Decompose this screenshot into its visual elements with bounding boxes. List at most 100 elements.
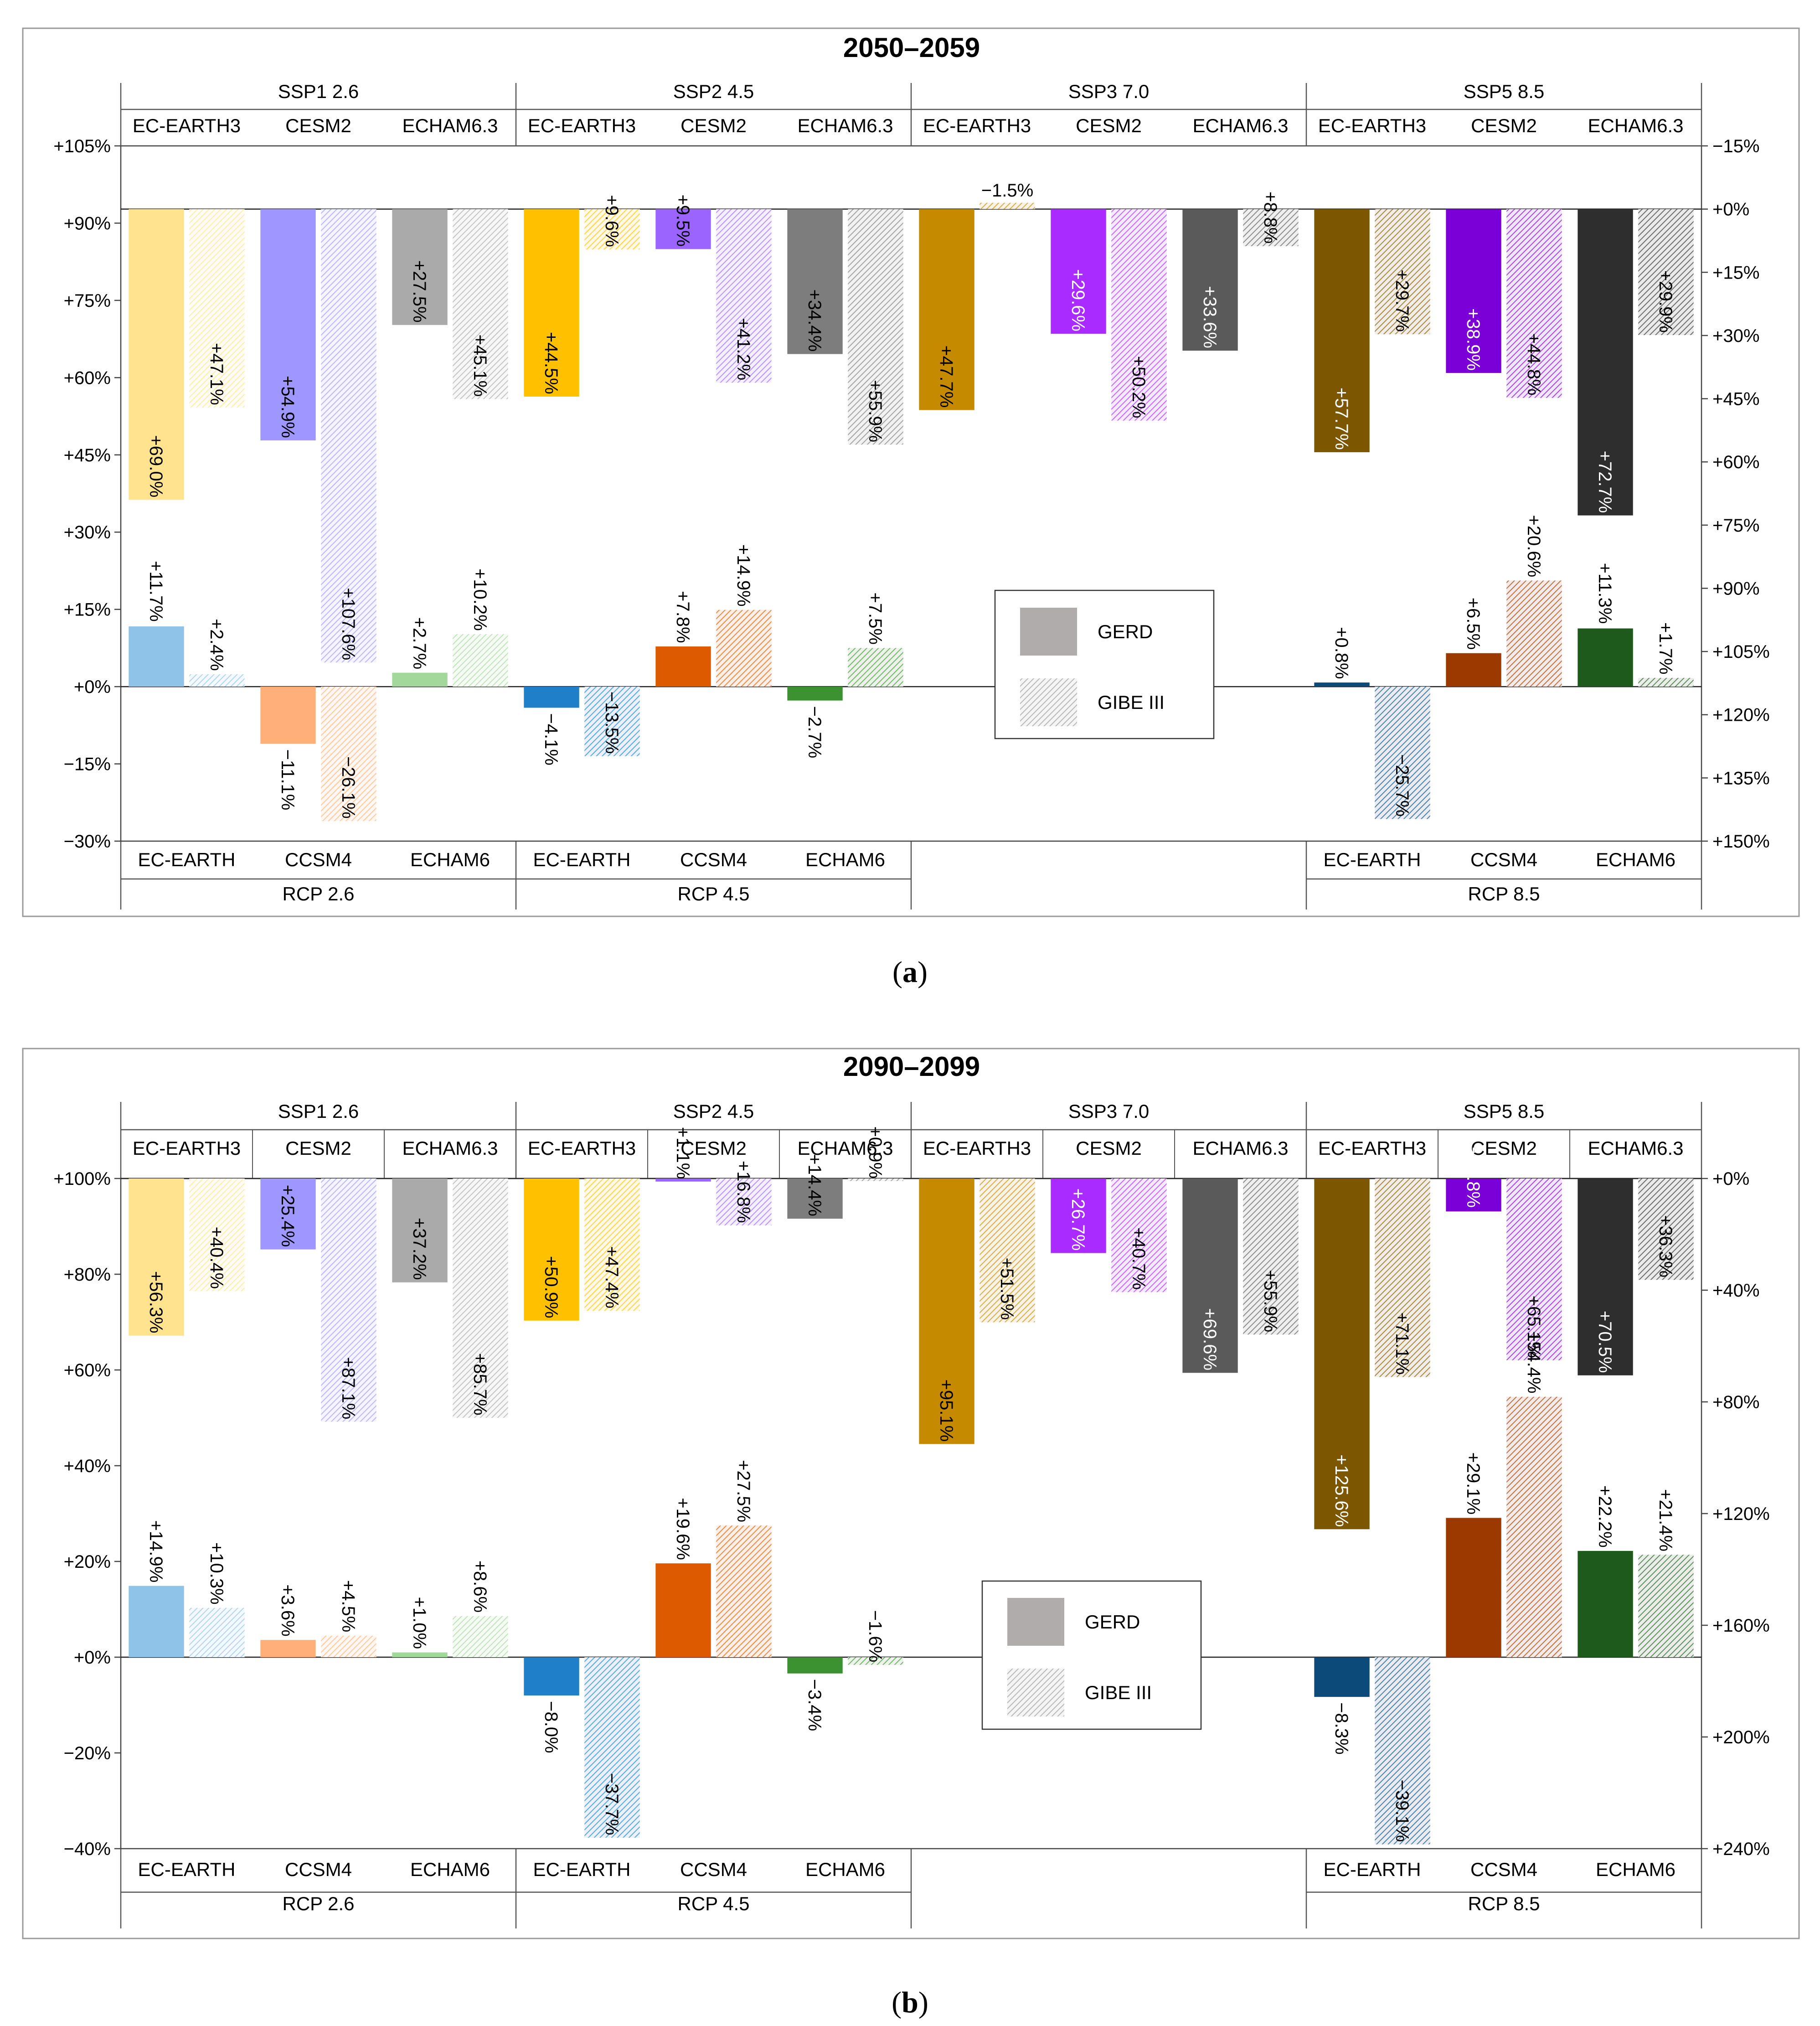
gerd-cmip6-bar — [655, 1178, 711, 1182]
bar-value-label: −4.1% — [541, 713, 561, 765]
legend: GERD GIBE III — [994, 589, 1215, 739]
legend-gibe-swatch — [1007, 1669, 1064, 1716]
bar-value-label: +4.5% — [338, 1580, 358, 1633]
right-tick-label: +30% — [1712, 326, 1759, 346]
gibe-cmip6-bar — [189, 1178, 245, 1292]
gibe-cmip6-bar — [980, 202, 1035, 209]
left-tick-label: +20% — [64, 1552, 111, 1572]
left-tick-label: +100% — [53, 1169, 111, 1189]
bar-value-label: +56.3% — [146, 1271, 166, 1333]
gerd-cmip6-bar — [1182, 209, 1238, 351]
bar-value-label: +71.1% — [1392, 1312, 1412, 1375]
left-tick-label: +0% — [74, 677, 111, 697]
gibe-cmip5-bar — [848, 1657, 903, 1665]
bar-value-label: +8.6% — [470, 1561, 490, 1613]
bar-value-label: +9.5% — [673, 194, 693, 247]
cmip5-model-label: EC-EARTH — [138, 849, 236, 870]
bar-value-label: +3.6% — [278, 1584, 298, 1637]
bar-value-label: +70.5% — [1595, 1311, 1615, 1373]
bar-value-label: +50.2% — [1129, 356, 1149, 419]
cmip6-model-label: CESM2 — [681, 115, 747, 136]
bar-value-label: +0.9% — [865, 1127, 885, 1179]
bar-value-label: +54.9% — [278, 376, 298, 438]
bar-value-label: −1.6% — [865, 1610, 885, 1663]
bar-value-label: +125.6% — [1331, 1454, 1351, 1527]
gibe-cmip5-bar — [716, 610, 772, 687]
left-tick-label: +90% — [64, 213, 111, 233]
gibe-cmip6-bar — [1506, 1178, 1562, 1360]
cmip6-model-label: ECHAM6.3 — [1588, 1137, 1683, 1159]
gerd-cmip5-bar — [1446, 1518, 1501, 1657]
left-tick-label: −30% — [64, 832, 111, 852]
right-tick-label: +135% — [1712, 768, 1770, 788]
gerd-cmip6-bar — [392, 209, 448, 325]
bar-value-label: +29.7% — [1392, 269, 1412, 332]
chart-title: 2090–2099 — [843, 1051, 980, 1082]
left-tick-label: −15% — [64, 755, 111, 775]
left-tick-label: +30% — [64, 522, 111, 543]
bar-value-label: −11.1% — [278, 749, 298, 811]
gibe-cmip5-bar — [1638, 1555, 1694, 1657]
bar-value-label: +41.2% — [733, 318, 753, 380]
bar-value-label: +69.6% — [1200, 1308, 1220, 1370]
bar-value-label: −3.4% — [804, 1679, 825, 1731]
gibe-cmip5-bar — [1375, 687, 1430, 819]
right-tick-label: +0% — [1712, 200, 1749, 220]
gerd-cmip6-bar — [1314, 209, 1370, 452]
gerd-cmip6-bar — [129, 209, 184, 500]
gerd-cmip6-bar — [919, 1178, 974, 1444]
cmip6-model-label: CESM2 — [1471, 115, 1537, 136]
legend-gibe-swatch — [1020, 678, 1077, 726]
legend-gerd-label: GERD — [1085, 1611, 1140, 1633]
bar-value-label: +65.1% — [1524, 1296, 1544, 1358]
gibe-cmip6-bar — [1375, 1178, 1430, 1377]
bar-value-label: −37.7% — [602, 1773, 622, 1835]
bar-value-label: +14.9% — [733, 544, 753, 607]
bar-value-label: +27.5% — [733, 1460, 753, 1522]
gibe-cmip5-bar — [453, 634, 508, 687]
bar-value-label: +38.9% — [1463, 308, 1483, 371]
cmip5-model-label: ECHAM6 — [805, 849, 885, 870]
caption-a: (a) — [892, 956, 928, 989]
bar-value-label: +1.7% — [1655, 622, 1676, 675]
cmip5-model-label: CCSM4 — [1470, 849, 1537, 870]
gerd-cmip6-bar — [655, 209, 711, 249]
cmip6-model-label: CESM2 — [285, 1137, 351, 1159]
left-tick-label: +80% — [64, 1265, 111, 1285]
panel-frame — [22, 27, 1800, 917]
bar-value-label: +29.9% — [1655, 270, 1676, 333]
gerd-cmip5-bar — [655, 1563, 711, 1657]
gibe-cmip6-bar — [1638, 1178, 1694, 1280]
cmip6-model-label: EC-EARTH3 — [133, 115, 241, 136]
rcp-group-label: RCP 8.5 — [1468, 883, 1540, 904]
bar-value-label: +16.8% — [733, 1161, 753, 1223]
cmip6-model-label: EC-EARTH3 — [528, 115, 636, 136]
gibe-cmip5-bar — [1506, 580, 1562, 687]
bar-value-label: +50.9% — [541, 1256, 561, 1318]
ssp-group-label: SSP2 4.5 — [673, 81, 754, 102]
right-tick-label: +105% — [1712, 642, 1770, 662]
bar-value-label: +40.7% — [1129, 1227, 1149, 1290]
gibe-cmip6-bar — [1506, 209, 1562, 398]
cmip5-model-label: ECHAM6 — [1596, 1859, 1676, 1880]
gibe-cmip6-bar — [321, 209, 376, 663]
bar-value-label: +10.2% — [470, 569, 490, 631]
gibe-cmip6-bar — [716, 1178, 772, 1225]
cmip6-model-label: EC-EARTH3 — [1318, 1137, 1426, 1159]
gerd-cmip6-bar — [392, 1178, 448, 1282]
bar-value-label: +37.2% — [409, 1218, 429, 1280]
left-tick-label: −40% — [64, 1839, 111, 1859]
gerd-cmip6-bar — [1446, 209, 1501, 373]
gerd-cmip6-bar — [1051, 209, 1106, 334]
bar-value-label: +55.9% — [1260, 1270, 1280, 1332]
left-tick-label: +60% — [64, 368, 111, 388]
right-tick-label: +90% — [1712, 579, 1759, 599]
cmip6-model-label: EC-EARTH3 — [923, 1137, 1031, 1159]
cmip5-model-label: EC-EARTH — [533, 1859, 631, 1880]
bar-value-label: +72.7% — [1595, 451, 1615, 513]
chart-panel-a: 2050–2059 SSP1 2.6 EC-EARTH3 CESM2 ECHAM6.3 S… — [22, 27, 1800, 917]
legend-gerd-swatch — [1020, 608, 1077, 656]
gerd-cmip5-bar — [787, 687, 843, 701]
legend-gibe-label: GIBE III — [1098, 692, 1165, 713]
bar-value-label: +55.9% — [865, 380, 885, 442]
